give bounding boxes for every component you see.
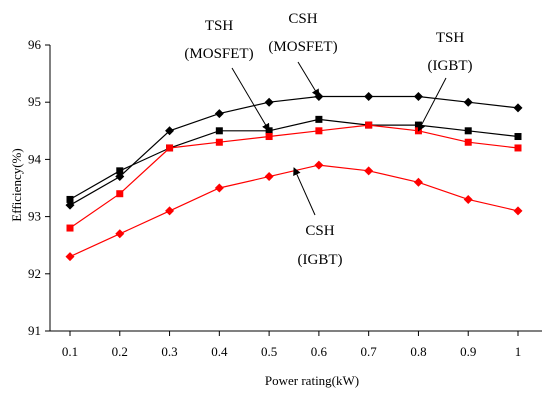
annotation-text: (IGBT) bbox=[298, 252, 343, 268]
annotation-3: TSH (IGBT) bbox=[417, 30, 473, 132]
data-point bbox=[215, 138, 223, 146]
data-point bbox=[265, 133, 273, 141]
data-point bbox=[214, 183, 224, 193]
annotation-arrow bbox=[231, 67, 270, 132]
data-point bbox=[215, 127, 223, 135]
data-point bbox=[65, 252, 75, 262]
x-tick-label: 0.1 bbox=[62, 344, 78, 359]
x-tick-labels: 0.1 0.2 0.3 0.4 0.5 0.6 0.7 0.8 0.9 1 bbox=[62, 344, 521, 359]
x-tick-label: 0.7 bbox=[361, 344, 378, 359]
y-tick-label: 95 bbox=[28, 94, 41, 109]
data-point bbox=[314, 160, 324, 170]
x-tick-label: 0.8 bbox=[410, 344, 426, 359]
data-point bbox=[514, 133, 522, 141]
series-2 bbox=[66, 115, 522, 203]
x-tick-label: 0.6 bbox=[311, 344, 328, 359]
data-point bbox=[413, 177, 423, 187]
data-point bbox=[463, 194, 473, 204]
series-3 bbox=[66, 121, 522, 232]
data-point bbox=[364, 91, 374, 101]
x-axis-label: Power rating(kW) bbox=[265, 373, 359, 388]
x-tick-label: 0.5 bbox=[261, 344, 277, 359]
data-point bbox=[165, 126, 175, 136]
annotation-arrow bbox=[417, 77, 447, 132]
series-layer bbox=[65, 91, 523, 262]
x-tick-label: 1 bbox=[515, 344, 522, 359]
series-line bbox=[69, 95, 519, 206]
series-line bbox=[69, 124, 519, 229]
data-point bbox=[214, 109, 224, 119]
data-point bbox=[66, 224, 74, 232]
data-point bbox=[166, 144, 174, 152]
annotation-text: CSH bbox=[305, 223, 334, 239]
annotation-arrow bbox=[293, 167, 316, 216]
data-point bbox=[513, 103, 523, 113]
annotation-text: CSH bbox=[288, 11, 317, 27]
series-line bbox=[69, 118, 519, 200]
annotations: TSH (MOSFET) CSH (MOSFET) TSH (IGBT) CSH (IGBT) bbox=[184, 11, 472, 268]
x-tick-label: 0.3 bbox=[161, 344, 177, 359]
data-point bbox=[115, 229, 125, 239]
y-tick-label: 93 bbox=[28, 209, 41, 224]
annotation-2: CSH (MOSFET) bbox=[268, 11, 338, 98]
data-point bbox=[315, 127, 323, 135]
annotation-text: (MOSFET) bbox=[268, 39, 337, 55]
x-tick-label: 0.2 bbox=[112, 344, 128, 359]
x-tick-label: 0.9 bbox=[460, 344, 476, 359]
series-4 bbox=[65, 160, 523, 262]
y-tick-label: 94 bbox=[28, 151, 42, 166]
data-point bbox=[513, 206, 523, 216]
series-line bbox=[69, 164, 519, 258]
data-point bbox=[66, 195, 74, 203]
data-point bbox=[364, 166, 374, 176]
y-tick-labels: 91 92 93 94 95 96 bbox=[28, 37, 42, 338]
data-point bbox=[264, 97, 274, 107]
data-point bbox=[315, 115, 323, 123]
data-point bbox=[463, 97, 473, 107]
data-point bbox=[365, 121, 373, 129]
data-point bbox=[514, 144, 522, 152]
data-point bbox=[264, 172, 274, 182]
data-point bbox=[165, 206, 175, 216]
data-point bbox=[413, 91, 423, 101]
y-tick-label: 96 bbox=[28, 37, 42, 52]
y-axis-label: Efficiency(%) bbox=[9, 148, 24, 221]
data-point bbox=[464, 127, 472, 135]
annotation-arrow bbox=[297, 61, 320, 98]
annotation-text: (IGBT) bbox=[428, 58, 473, 74]
annotation-text: (MOSFET) bbox=[184, 46, 253, 62]
y-tick-label: 92 bbox=[28, 266, 41, 281]
data-point bbox=[464, 138, 472, 146]
annotation-4: CSH (IGBT) bbox=[293, 167, 343, 268]
annotation-text: TSH bbox=[205, 18, 234, 34]
data-point bbox=[116, 190, 124, 198]
series-1 bbox=[65, 91, 523, 210]
data-point bbox=[116, 167, 124, 175]
y-tick-label: 91 bbox=[28, 323, 41, 338]
annotation-text: TSH bbox=[436, 30, 465, 46]
x-tick-label: 0.4 bbox=[211, 344, 228, 359]
annotation-1: TSH (MOSFET) bbox=[184, 18, 270, 132]
axes bbox=[45, 44, 542, 336]
